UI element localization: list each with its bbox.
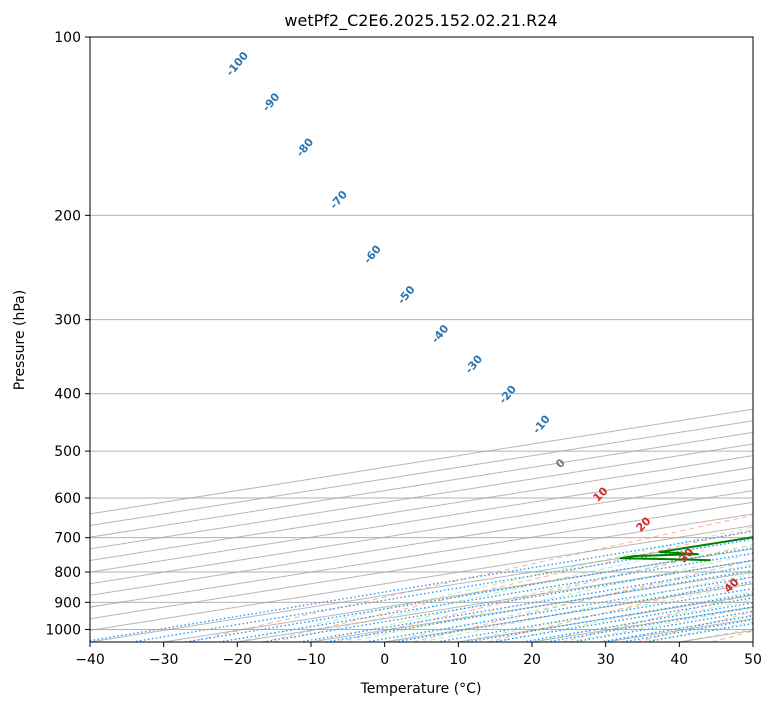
dry-adiabat-line (263, 529, 753, 642)
chart-title: wetPf2_C2E6.2025.152.02.21.R24 (284, 11, 557, 31)
mixing-ratio-line (299, 565, 753, 642)
y-tick-label: 400 (54, 387, 81, 403)
dry-adiabat-line (562, 593, 753, 642)
x-axis-label: Temperature (°C) (360, 681, 482, 697)
y-tick-label: 800 (54, 565, 81, 581)
mixing-ratio-line (365, 576, 753, 642)
x-tick-label: 40 (670, 652, 688, 668)
y-tick-label: 700 (54, 531, 81, 547)
y-tick-label: 200 (54, 208, 81, 224)
y-tick-label: 1000 (45, 622, 81, 638)
mixing-ratio-line (131, 538, 753, 642)
mixing-ratio-line (325, 569, 753, 642)
dry-adiabat-line (338, 544, 753, 642)
y-tick-label: 500 (54, 444, 81, 460)
isotherm-line (90, 513, 753, 620)
isotherm-line (90, 525, 753, 631)
moist-adiabat-line (310, 543, 753, 642)
x-tick-label: −20 (223, 652, 253, 668)
moist-adiabat-line (237, 526, 753, 642)
y-tick-label: 600 (54, 491, 81, 507)
moist-adiabat-line (458, 582, 753, 642)
mixing-ratio-line (262, 559, 753, 642)
y-tick-label: 100 (54, 30, 81, 46)
isotherm-line (90, 501, 753, 608)
plot-frame (89, 36, 754, 643)
moist-adiabat-line (531, 599, 753, 642)
x-tick-label: −30 (149, 652, 179, 668)
isotherm-line (90, 490, 753, 596)
isotherm-line (90, 443, 753, 550)
x-tick-label: 50 (744, 652, 762, 668)
axes-ticks: −40 −30 −20 −10 0 10 20 30 40 50 100 200 300 400 500 60… (45, 30, 762, 668)
isotherm-line (90, 455, 753, 561)
moist-adiabat-line (384, 563, 753, 642)
plot-area: 0.10.20.40.611.52346810131620253036-100-… (90, 37, 753, 642)
x-tick-label: 30 (597, 652, 615, 668)
y-tick-label: 300 (54, 313, 81, 329)
isotherm-line (90, 478, 753, 585)
x-tick-label: 0 (380, 652, 389, 668)
y-axis-label: Pressure (hPa) (12, 290, 28, 390)
x-tick-label: −10 (296, 652, 326, 668)
isotherm-line (90, 466, 753, 573)
moist-adiabat-line (274, 534, 753, 642)
x-tick-label: 10 (449, 652, 467, 668)
x-tick-label: −40 (75, 652, 105, 668)
dry-adiabat-line (487, 576, 753, 642)
x-tick-label: 20 (523, 652, 541, 668)
y-tick-label: 900 (54, 595, 81, 611)
